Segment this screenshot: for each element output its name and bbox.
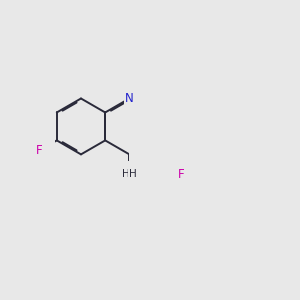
Text: N: N bbox=[125, 92, 134, 105]
Text: H: H bbox=[129, 169, 137, 178]
Text: N: N bbox=[125, 169, 134, 182]
Text: F: F bbox=[178, 168, 185, 181]
Text: H: H bbox=[122, 169, 130, 178]
Text: F: F bbox=[36, 144, 43, 157]
